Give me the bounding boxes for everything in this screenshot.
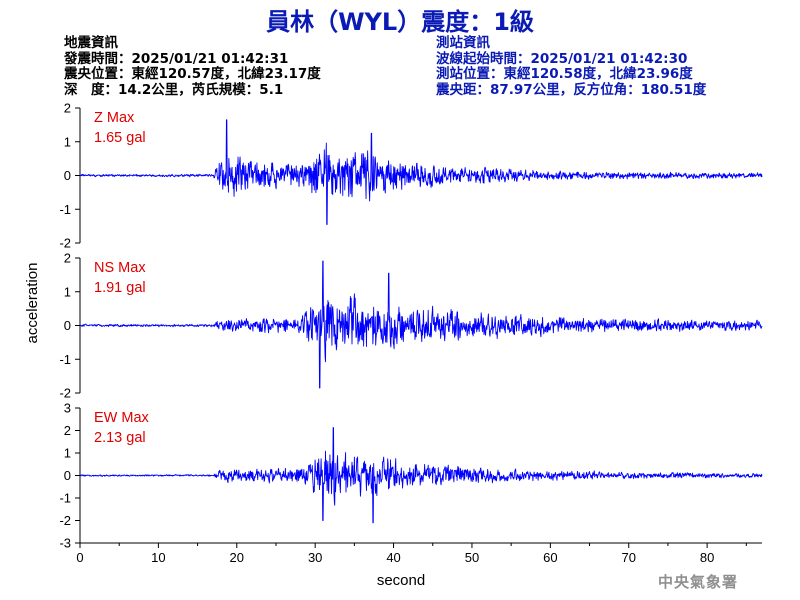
station-info-heading: 測站資訊: [436, 35, 490, 51]
max-value-z: 1.65 gal: [94, 130, 146, 146]
max-title-z: Z Max: [94, 110, 135, 126]
earthquake-info: 地震資訊 發震時間：2025/01/21 01:42:31 震央位置：東經120…: [64, 35, 321, 98]
y-tick-label: 3: [64, 401, 71, 416]
waveform-z: [79, 119, 763, 225]
max-title-ew: EW Max: [94, 410, 150, 426]
waveform-ew: [79, 427, 763, 524]
chart-title: 員林（WYL）震度：1級: [266, 8, 534, 36]
y-tick-label: -2: [59, 236, 71, 251]
y-axis-label: acceleration: [24, 263, 41, 344]
y-tick-label: 0: [64, 468, 71, 483]
y-tick-label: -1: [59, 491, 71, 506]
y-tick-label: -2: [59, 513, 71, 528]
x-axis-label: second: [377, 572, 425, 589]
y-tick-label: 1: [64, 134, 71, 149]
x-tick-label: 70: [622, 550, 636, 565]
y-tick-label: 2: [64, 101, 71, 116]
max-value-ew: 2.13 gal: [94, 430, 146, 446]
depth-magnitude: 深 度：14.2公里，芮氏規模：5.1: [64, 81, 284, 98]
x-tick-label: 40: [386, 550, 400, 565]
y-tick-label: 0: [64, 318, 71, 333]
x-tick-label: 80: [700, 550, 714, 565]
y-tick-label: 2: [64, 423, 71, 438]
waveform-ns: [79, 260, 763, 389]
y-tick-label: 2: [64, 251, 71, 266]
max-title-ns: NS Max: [94, 260, 146, 276]
earthquake-info-heading: 地震資訊: [64, 35, 118, 51]
x-tick-label: 20: [230, 550, 244, 565]
epicentral-distance: 震央距：87.97公里，反方位角：180.51度: [436, 81, 707, 98]
station-info: 測站資訊 波線起始時間：2025/01/21 01:42:30 測站位置：東經1…: [436, 35, 707, 98]
x-tick-label: 0: [76, 550, 83, 565]
max-value-ns: 1.91 gal: [94, 280, 146, 296]
origin-time: 發震時間：2025/01/21 01:42:31: [64, 50, 289, 67]
x-tick-label: 60: [543, 550, 557, 565]
y-tick-label: -1: [59, 352, 71, 367]
station-location: 測站位置：東經120.58度，北緯23.96度: [436, 66, 693, 82]
wave-start-time: 波線起始時間：2025/01/21 01:42:30: [436, 50, 688, 67]
x-tick-label: 10: [151, 550, 165, 565]
y-tick-label: -1: [59, 202, 71, 217]
agency-watermark: 中央氣象署: [658, 573, 739, 591]
x-tick-label: 50: [465, 550, 479, 565]
y-tick-label: -3: [59, 536, 71, 551]
epicenter-location: 震央位置：東經120.57度，北緯23.17度: [64, 66, 321, 82]
x-tick-label: 30: [308, 550, 322, 565]
y-tick-label: -2: [59, 386, 71, 401]
y-tick-label: 1: [64, 446, 71, 461]
y-tick-label: 0: [64, 168, 71, 183]
y-tick-label: 1: [64, 284, 71, 299]
